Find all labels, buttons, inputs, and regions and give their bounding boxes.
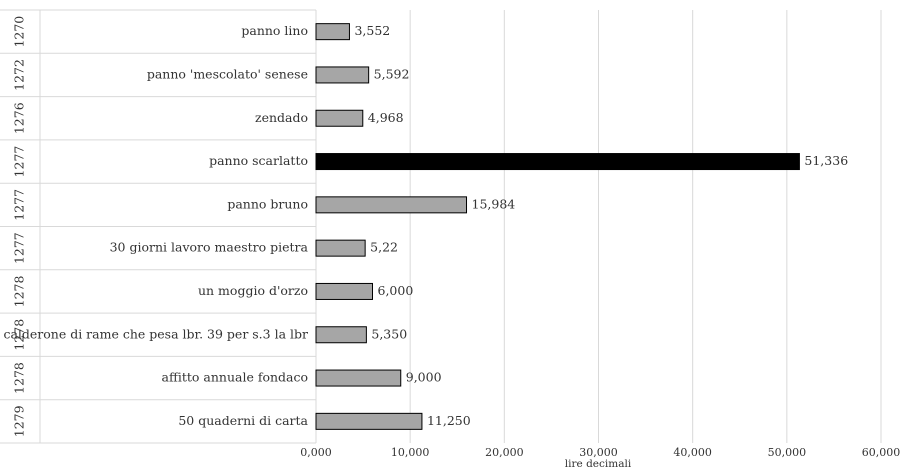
bar [315,109,364,127]
value-label: 51,336 [804,153,848,168]
x-tick-label: 30,000 [579,446,618,459]
y-tick-label: panno bruno [227,196,308,211]
value-label: 3,552 [354,23,390,38]
bar [315,196,468,214]
y-tick-label: 30 giorni lavoro maestro pietra [110,240,309,255]
bar [315,23,350,41]
bar [315,369,402,387]
value-label: 9,000 [406,370,442,385]
x-tick-label: 60,000 [862,446,901,459]
value-label: 5,350 [371,326,407,341]
year-label: 1277 [12,189,27,221]
y-tick-label: panno lino [241,23,308,38]
y-tick-label: un moggio d'orzo [198,283,308,298]
year-label: 1278 [12,362,27,394]
year-label: 1278 [12,319,27,351]
y-tick-label: zendado [255,110,308,125]
bar [315,66,370,84]
x-tick-label: 20,000 [485,446,524,459]
value-label: 6,000 [378,283,414,298]
x-axis-label: lire decimali [565,458,632,470]
year-label: 1277 [12,146,27,178]
x-tick-label: 0,000 [300,446,332,459]
year-label: 1279 [12,405,27,437]
value-label: 11,250 [427,413,471,428]
value-label: 5,592 [374,66,410,81]
y-tick-label: affitto annuale fondaco [162,370,308,385]
y-tick-label: panno scarlatto [209,153,308,168]
bar [315,412,423,430]
year-label: 1272 [12,59,27,91]
y-tick-label: panno 'mescolato' senese [147,66,308,81]
y-tick-label: calderone di rame che pesa lbr. 39 per s… [3,326,308,341]
year-label: 1277 [12,232,27,264]
x-tick-label: 40,000 [673,446,712,459]
bar [315,153,800,171]
bar [315,326,367,344]
value-label: 5,22 [370,240,398,255]
bar [315,239,366,257]
year-label: 1270 [12,16,27,48]
bar [315,282,373,300]
x-tick-label: 50,000 [768,446,807,459]
year-label: 1276 [12,102,27,134]
value-label: 4,968 [368,110,404,125]
x-tick-label: 10,000 [391,446,430,459]
y-tick-label: 50 quaderni di carta [178,413,308,428]
year-label: 1278 [12,275,27,307]
value-label: 15,984 [472,196,516,211]
